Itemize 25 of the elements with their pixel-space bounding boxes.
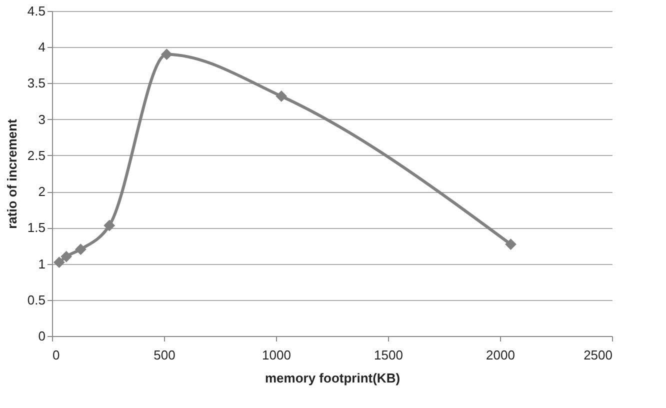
point [104,220,116,232]
point [53,256,65,268]
y-axis-title: ratio of increment [4,118,20,229]
y-tick-label: 0 [38,328,46,344]
x-tick-label: 1500 [374,348,403,362]
point [505,238,516,250]
y-tick-label: 2.5 [27,148,46,163]
y-tick-label: 4 [38,40,46,55]
x-tick-label: 0 [52,348,60,362]
y-tick-label: 3.5 [27,76,46,91]
point [160,48,172,60]
y-tick-label: 0.5 [27,292,46,308]
x-tick-label: 2500 [584,348,612,362]
y-tick-label: 4.5 [27,4,46,18]
y-tick-label: 1 [38,256,46,272]
x-tick-label: 2000 [486,348,515,362]
y-tick-label: 2 [38,184,46,200]
y-tick-label: 3 [38,112,46,127]
y-tick-label: 1.5 [27,220,46,236]
x-tick-label: 500 [154,348,176,362]
point [74,244,86,256]
x-axis-title: memory footprint(KB) [264,370,400,386]
point [276,90,288,102]
x-tick-label: 1000 [262,348,291,362]
point [60,250,72,262]
